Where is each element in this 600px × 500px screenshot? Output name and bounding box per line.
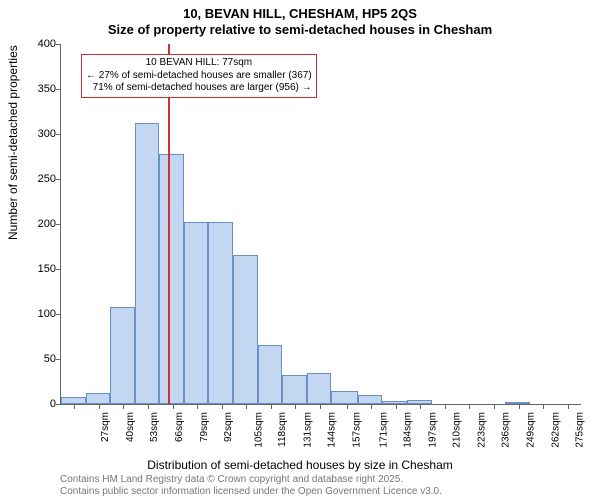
annotation-box: 10 BEVAN HILL: 77sqm← 27% of semi-detach… (81, 54, 317, 98)
xtick-mark (74, 404, 75, 409)
ytick-mark (56, 359, 61, 360)
xtick-mark (494, 404, 495, 409)
ytick-label: 400 (6, 38, 56, 50)
xtick-mark (148, 404, 149, 409)
plot-area: 10 BEVAN HILL: 77sqm← 27% of semi-detach… (60, 44, 581, 405)
ytick-mark (56, 224, 61, 225)
xtick-label: 236sqm (501, 412, 512, 448)
xtick-label: 210sqm (452, 412, 463, 448)
histogram-bar (135, 123, 160, 404)
xtick-mark (173, 404, 174, 409)
annotation-line: 71% of semi-detached houses are larger (… (86, 82, 312, 95)
ytick-label: 100 (6, 308, 56, 320)
xtick-mark (469, 404, 470, 409)
xtick-mark (222, 404, 223, 409)
xtick-label: 184sqm (403, 412, 414, 448)
histogram-bar (331, 391, 357, 404)
xtick-mark (197, 404, 198, 409)
ytick-mark (56, 179, 61, 180)
xtick-mark (246, 404, 247, 409)
xtick-label: 223sqm (476, 412, 487, 448)
ytick-mark (56, 134, 61, 135)
xtick-mark (543, 404, 544, 409)
x-axis-label: Distribution of semi-detached houses by … (0, 458, 600, 472)
histogram-bar (307, 373, 332, 404)
ytick-mark (56, 404, 61, 405)
xtick-label: 79sqm (199, 412, 210, 442)
histogram-bar (282, 375, 307, 404)
xtick-label: 157sqm (352, 412, 363, 448)
ytick-label: 50 (6, 353, 56, 365)
xtick-mark (295, 404, 296, 409)
xtick-label: 118sqm (277, 412, 288, 447)
xtick-mark (371, 404, 372, 409)
xtick-label: 197sqm (427, 412, 438, 448)
ytick-mark (56, 314, 61, 315)
xtick-label: 92sqm (223, 412, 234, 442)
histogram-bar (258, 345, 283, 404)
xtick-mark (320, 404, 321, 409)
xtick-label: 131sqm (302, 412, 313, 448)
ytick-mark (56, 89, 61, 90)
ytick-label: 250 (6, 173, 56, 185)
xtick-mark (99, 404, 100, 409)
histogram-bar (184, 222, 209, 404)
ytick-label: 350 (6, 83, 56, 95)
xtick-label: 66sqm (174, 412, 185, 442)
histogram-bar (208, 222, 233, 404)
ytick-label: 300 (6, 128, 56, 140)
histogram-bar (233, 255, 258, 404)
xtick-label: 40sqm (125, 412, 136, 442)
credits-line-2: Contains public sector information licen… (60, 486, 442, 498)
histogram-bar (61, 397, 86, 404)
xtick-label: 105sqm (253, 412, 264, 448)
y-axis-label: Number of semi-detached properties (6, 45, 20, 240)
ytick-mark (56, 269, 61, 270)
histogram-bar (86, 393, 111, 404)
xtick-label: 275sqm (575, 412, 586, 448)
annotation-line: ← 27% of semi-detached houses are smalle… (86, 70, 312, 83)
chart-container: 10, BEVAN HILL, CHESHAM, HP5 2QS Size of… (0, 0, 600, 500)
xtick-mark (519, 404, 520, 409)
property-marker-line (168, 44, 170, 404)
xtick-label: 53sqm (149, 412, 160, 442)
xtick-mark (568, 404, 569, 409)
credits: Contains HM Land Registry data © Crown c… (60, 474, 442, 498)
histogram-bar (110, 307, 135, 404)
chart-title-sub: Size of property relative to semi-detach… (0, 22, 600, 37)
ytick-label: 150 (6, 263, 56, 275)
histogram-bar (358, 395, 383, 404)
xtick-label: 27sqm (100, 412, 111, 442)
xtick-mark (123, 404, 124, 409)
xtick-label: 171sqm (378, 412, 389, 448)
xtick-mark (347, 404, 348, 409)
xtick-label: 144sqm (327, 412, 338, 448)
chart-title-main: 10, BEVAN HILL, CHESHAM, HP5 2QS (0, 6, 600, 21)
ytick-label: 200 (6, 218, 56, 230)
xtick-mark (445, 404, 446, 409)
xtick-mark (420, 404, 421, 409)
ytick-mark (56, 44, 61, 45)
xtick-mark (271, 404, 272, 409)
annotation-line: 10 BEVAN HILL: 77sqm (86, 57, 312, 70)
credits-line-1: Contains HM Land Registry data © Crown c… (60, 474, 442, 486)
xtick-label: 262sqm (550, 412, 561, 448)
histogram-bar (159, 154, 184, 404)
ytick-label: 0 (6, 398, 56, 410)
xtick-label: 249sqm (526, 412, 537, 448)
xtick-mark (396, 404, 397, 409)
